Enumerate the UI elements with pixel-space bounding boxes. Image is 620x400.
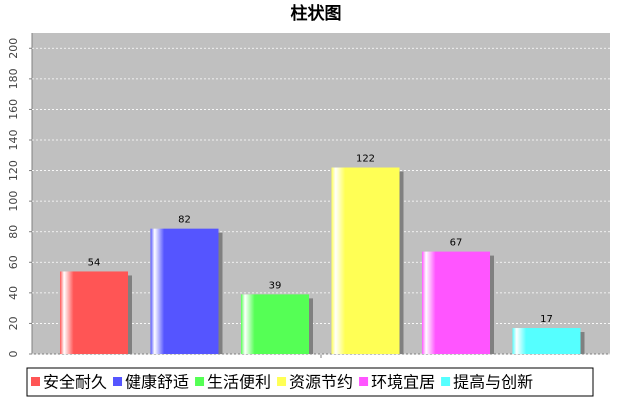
y-tick-label: 60 (7, 255, 20, 269)
value-label: 67 (450, 238, 463, 249)
y-tick-label: 80 (7, 225, 20, 239)
value-label: 17 (540, 314, 553, 325)
legend-swatch (113, 377, 123, 386)
y-tick-label: 120 (7, 160, 20, 181)
y-tick-label: 200 (7, 38, 20, 59)
legend-swatch (277, 377, 287, 386)
legend-swatch (441, 377, 451, 386)
y-tick-label: 180 (7, 68, 20, 89)
value-label: 39 (269, 280, 282, 291)
value-label: 122 (356, 154, 375, 165)
bar (331, 167, 400, 354)
value-label: 54 (88, 257, 101, 268)
bar (60, 271, 128, 354)
legend-label: 生活便利 (207, 373, 271, 392)
legend-label: 提高与创新 (453, 373, 533, 392)
bar (241, 294, 309, 354)
y-tick-label: 20 (7, 316, 20, 330)
y-tick-label: 140 (7, 130, 20, 151)
legend-swatch (31, 377, 40, 386)
bar (512, 328, 581, 354)
legend-label: 环境宜居 (371, 373, 435, 392)
bar (422, 251, 490, 354)
legend-label: 资源节约 (289, 373, 353, 392)
y-tick-label: 100 (7, 191, 20, 212)
y-tick-label: 0 (7, 351, 20, 358)
legend-label: 健康舒适 (125, 373, 189, 392)
value-label: 82 (178, 215, 191, 226)
y-tick-label: 160 (7, 99, 20, 120)
bar (150, 228, 219, 354)
legend-swatch (359, 377, 369, 386)
legend-swatch (195, 377, 205, 386)
y-tick-label: 40 (7, 286, 20, 300)
chart-title: 柱状图 (291, 3, 342, 24)
legend-label: 安全耐久 (43, 373, 107, 392)
